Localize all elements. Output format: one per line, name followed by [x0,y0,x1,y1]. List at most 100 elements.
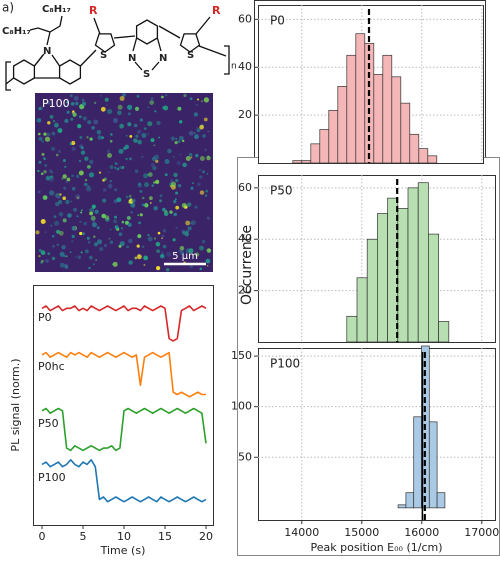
emitter-spot [82,116,87,121]
emitter-spot [62,218,67,223]
emitter-spot [162,207,166,212]
histogram-bar [417,182,429,343]
emitter-spot [150,138,155,143]
emitter-spot [78,159,82,163]
emitter-spot [128,157,132,161]
emitter-spot [45,175,51,181]
emitter-spot [45,259,49,263]
emitter-spot [139,189,143,193]
emitter-spot [73,95,79,101]
emitter-spot [62,174,67,179]
emitter-spot [87,240,91,244]
emitter-spot [89,207,95,213]
emitter-spot [179,246,185,251]
emitter-spot [47,121,51,125]
emitter-spot [71,240,74,243]
emitter-spot [130,211,133,214]
emitter-spot [41,152,45,156]
ring [135,19,159,45]
emitter-spot [107,108,113,115]
emitter-spot [177,140,181,144]
emitter-spot [58,212,64,217]
microscopy-image [35,93,213,272]
emitter-spot [136,94,140,98]
emitter-spot [178,249,181,253]
emitter-spot [197,98,199,101]
emitter-spot [51,131,56,136]
emitter-spot [179,250,185,255]
emitter-spot [110,133,113,136]
emitter-spot [161,237,164,240]
emitter-spot [174,198,177,201]
emitter-spot [83,221,87,226]
emitter-spot [137,254,142,260]
emitter-spot [117,104,123,110]
emitter-spot [114,215,117,219]
emitter-spot [107,183,113,189]
trace [41,305,207,342]
emitter-spot [182,162,187,168]
emitter-spot [143,255,149,261]
emitter-spot [92,222,97,228]
emitter-spot [38,132,41,136]
emitter-spot [147,106,150,109]
emitter-spot [64,165,67,168]
emitter-spot [161,234,165,238]
emitter-spot [97,135,103,140]
emitter-spot [147,121,153,127]
emitter-spot [128,238,133,244]
emitter-spot [50,224,53,227]
emitter-spot [196,128,201,133]
emitter-spot [43,132,47,136]
emitter-spot [93,235,96,238]
histogram-bar [397,208,409,343]
emitter-spot [66,177,71,182]
emitter-spot [84,182,88,187]
plot-frame [258,348,496,521]
emitter-spot [58,200,63,204]
emitter-spot [205,258,211,264]
emitter-spot [153,237,157,240]
image-overlay: P100 5 µm [42,97,206,266]
emitter-spot [56,243,59,246]
emitter-spot [127,112,131,116]
emitter-spot [84,179,88,182]
emitter-spot [116,197,122,203]
emitter-spot [80,211,83,214]
emitter-spot [144,203,149,208]
emitter-spot [185,220,191,226]
emitter-spot [103,243,108,248]
emitter-spot [117,110,122,116]
emitter-spot [150,162,155,168]
emitter-spot [162,228,167,233]
emitter-spot [81,98,85,102]
emitter-spot [108,171,110,174]
emitter-spot [147,133,149,135]
panel-label: a) [2,1,14,15]
atom: N [43,46,51,57]
emitter-spot [159,194,163,198]
emitter-spot [114,162,117,165]
bond [93,17,136,39]
emitter-spot [65,255,68,258]
x-tick-label: 16000 [404,526,439,539]
scale-bar-label: 5 µm [172,251,198,262]
x-tick-label: 20 [199,530,213,543]
emitter-spot [119,166,122,169]
histogram-bar [356,277,368,343]
emitter-spot [76,174,80,178]
plot-frame [33,285,214,526]
emitter-spot [179,120,183,124]
emitter-spot [72,110,75,113]
x-axis-label: Peak position E₀₀ (1/cm) [311,541,443,554]
emitter-spot [156,249,161,254]
emitter-spot [49,115,54,119]
emitter-spot [179,135,184,141]
emitter-spot [118,244,122,248]
histogram-bar [346,315,358,343]
emitter-spot [141,245,145,248]
emitter-spot [136,244,140,248]
emitter-spot [70,200,73,203]
emitter-spot [109,139,113,143]
emitter-spot [196,127,199,129]
